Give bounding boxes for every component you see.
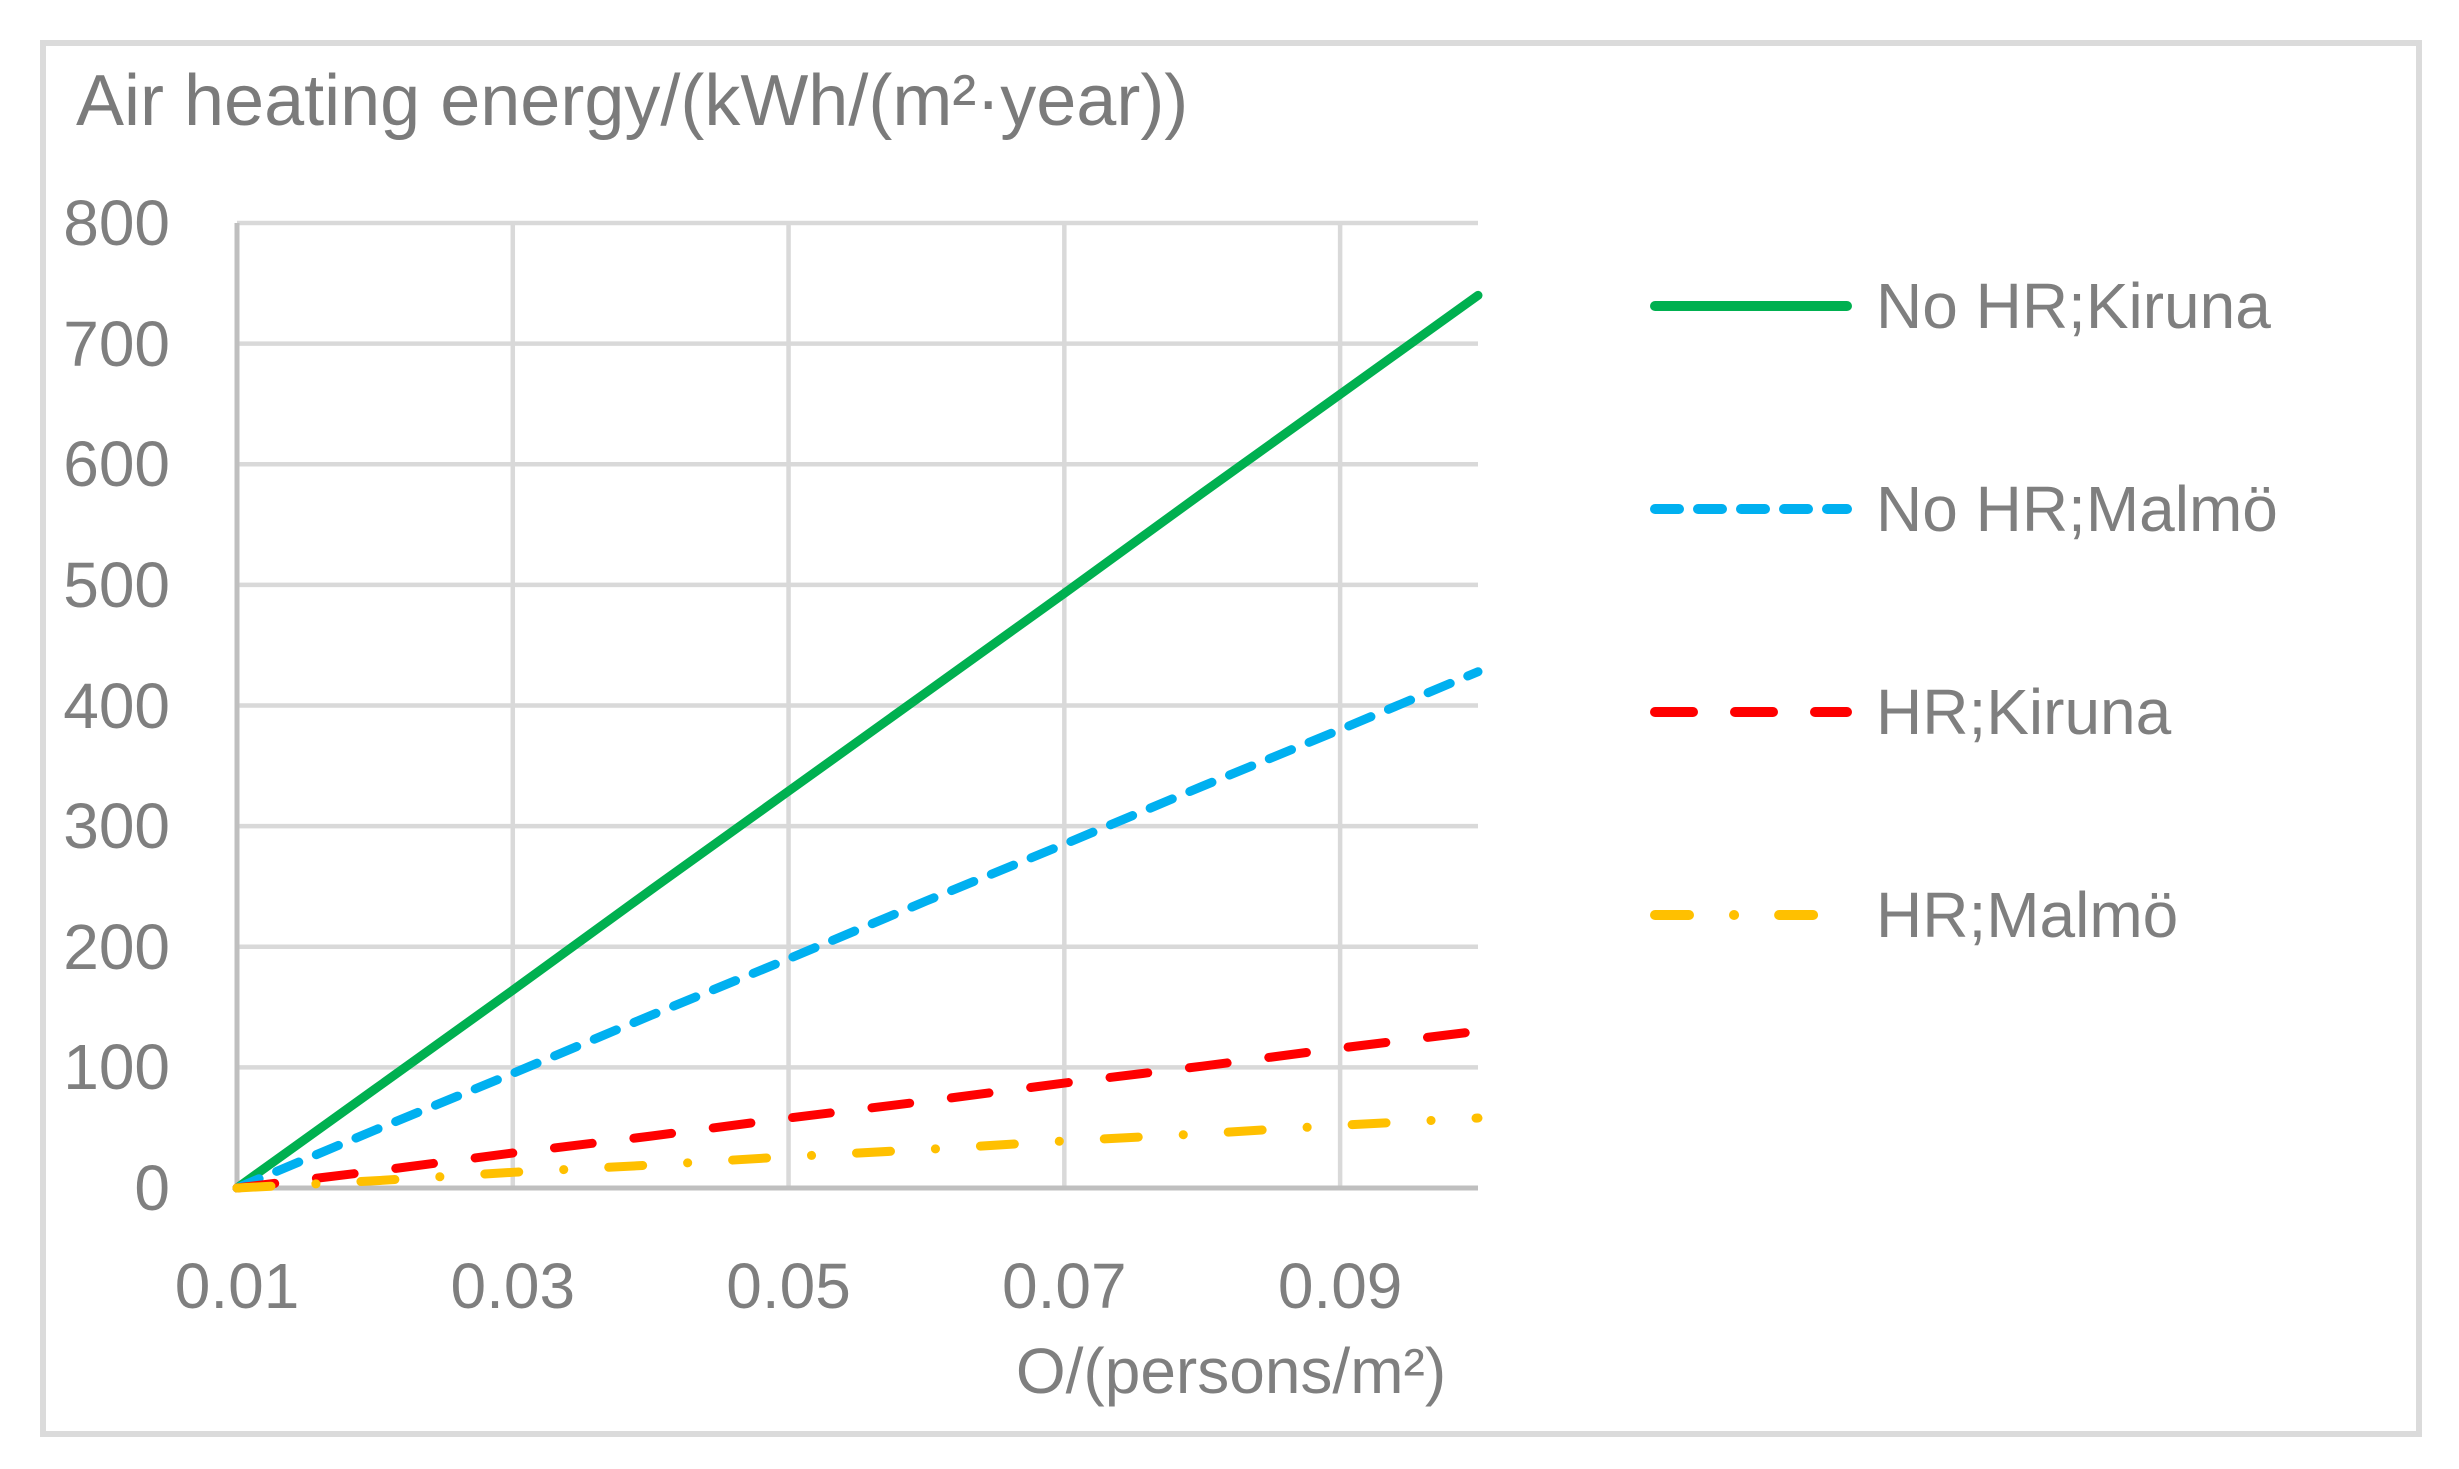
legend-entry: No HR;Kiruna	[1650, 264, 2271, 348]
x-tick-label: 0.03	[450, 1250, 576, 1322]
chart-title: Air heating energy/(kWh/(m²·year))	[76, 61, 1189, 141]
x-axis-title: O/(persons/m²)	[1015, 1335, 1447, 1407]
y-tick-label: 700	[63, 307, 170, 380]
legend-line-sample	[1650, 707, 1852, 717]
legend-entry: HR;Malmö	[1650, 873, 2178, 957]
series-line-HR;Malmö	[232, 1113, 1483, 1193]
legend-line-sample	[1650, 910, 1852, 920]
series-line-No HR;Malmö	[232, 667, 1483, 1193]
y-tick-label: 800	[63, 187, 170, 259]
y-tick-label: 500	[63, 548, 170, 621]
legend-entry: HR;Kiruna	[1650, 670, 2171, 754]
y-tick-label: 400	[63, 669, 170, 742]
chart-border	[40, 40, 2422, 1437]
y-tick-label: 600	[63, 428, 170, 501]
x-tick-label: 0.07	[1002, 1250, 1127, 1322]
y-tick-label: 300	[63, 790, 170, 863]
legend-label: HR;Malmö	[1876, 879, 2179, 951]
series-line-No HR;Kiruna	[232, 290, 1483, 1193]
legend-label: No HR;Malmö	[1876, 473, 2278, 545]
y-tick-label: 200	[63, 910, 170, 983]
series-line-HR;Kiruna	[232, 1026, 1483, 1193]
legend-entry: No HR;Malmö	[1650, 467, 2278, 551]
x-tick-label: 0.01	[174, 1250, 300, 1322]
y-tick-label: 100	[63, 1031, 170, 1104]
legend-label: No HR;Kiruna	[1876, 270, 2271, 342]
x-tick-label: 0.09	[1277, 1250, 1403, 1322]
y-tick-label: 0	[134, 1152, 170, 1224]
legend-line-sample	[1650, 504, 1852, 514]
legend-line-sample	[1650, 301, 1852, 311]
x-tick-label: 0.05	[726, 1250, 851, 1322]
legend-label: HR;Kiruna	[1876, 676, 2172, 748]
